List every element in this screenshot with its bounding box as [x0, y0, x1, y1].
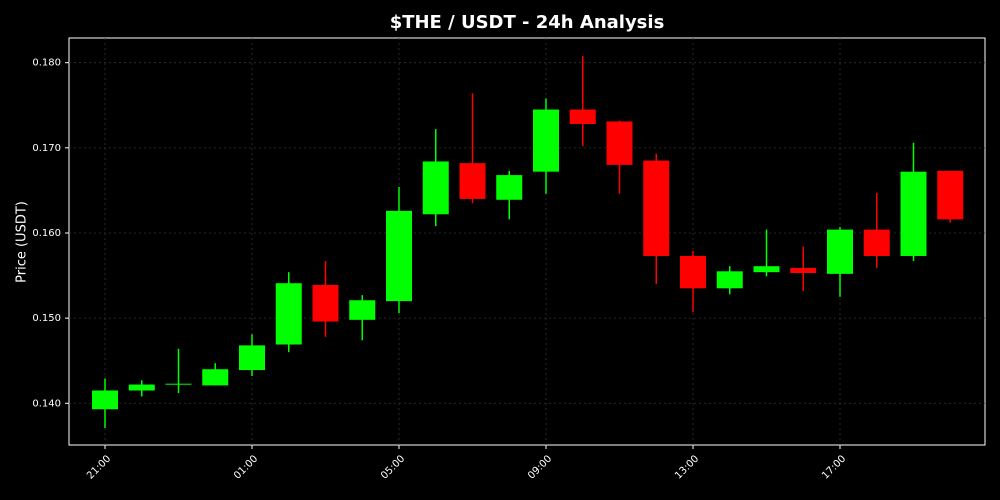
candle-body: [312, 284, 339, 322]
y-tick-label: 0.170: [32, 143, 61, 154]
y-tick-label: 0.160: [32, 228, 61, 239]
candle-body: [643, 160, 670, 256]
candle-body: [275, 283, 302, 345]
candle-body: [827, 229, 853, 274]
candle-body: [680, 255, 706, 289]
candle-body: [790, 267, 817, 274]
x-tick-label: 05:00: [379, 453, 407, 481]
candle-body: [202, 369, 229, 386]
y-tick-label: 0.140: [32, 398, 61, 409]
candle-body: [533, 109, 559, 172]
x-tick-label: 09:00: [526, 453, 554, 481]
candle-body: [349, 300, 376, 320]
x-tick-label: 17:00: [820, 453, 848, 481]
y-tick-label: 0.180: [32, 58, 61, 69]
candle-body: [937, 170, 964, 220]
y-tick-label: 0.150: [32, 313, 61, 324]
candle-body: [386, 210, 412, 302]
candle-body: [569, 109, 596, 124]
x-tick-label: 13:00: [673, 453, 701, 481]
candle-body: [128, 384, 155, 391]
candle-body: [900, 171, 927, 256]
candle-body: [716, 271, 743, 289]
x-tick-label: 21:00: [85, 453, 113, 481]
chart-title: $THE / USDT - 24h Analysis: [390, 12, 665, 33]
candle-body: [165, 383, 192, 385]
candle-body: [239, 345, 265, 371]
candle-body: [422, 161, 449, 215]
candle-body: [92, 390, 118, 410]
candle-body: [459, 163, 486, 199]
candle-body: [863, 229, 890, 256]
candle-body: [753, 266, 780, 273]
candle-body: [606, 121, 633, 165]
y-axis-label: Price (USDT): [15, 201, 30, 283]
candle-body: [496, 175, 523, 200]
x-tick-label: 01:00: [232, 453, 260, 481]
